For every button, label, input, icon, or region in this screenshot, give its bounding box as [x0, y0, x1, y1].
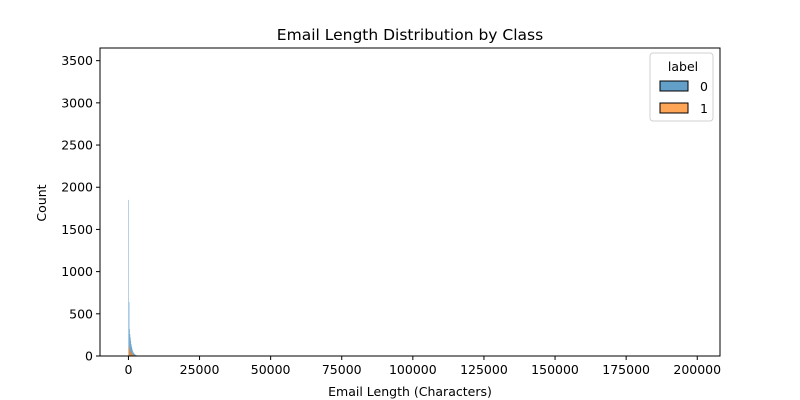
- bars-layer: [128, 199, 146, 356]
- bar-series-0-bin-2: [129, 328, 130, 356]
- bar-series-1-bin-0: [128, 345, 129, 356]
- x-tick-label-6: 150000: [531, 362, 579, 377]
- bar-series-0-bin-12: [133, 353, 135, 356]
- bar-series-0-bin-6: [131, 344, 132, 356]
- legend-swatch-1: [659, 102, 689, 114]
- x-axis-label: Email Length (Characters): [328, 384, 492, 399]
- bar-series-1-bin-3: [129, 349, 131, 356]
- x-tick-label-1: 25000: [180, 362, 220, 377]
- y-axis-label: Count: [34, 184, 49, 221]
- bar-series-1-bin-2: [129, 348, 130, 356]
- bar-series-0-bin-9: [132, 350, 133, 356]
- y-tick-label-6: 3000: [61, 95, 93, 110]
- x-tick-label-0: 0: [124, 362, 132, 377]
- bar-series-0-bin-0: [128, 199, 129, 356]
- x-tick-label-4: 100000: [389, 362, 437, 377]
- legend-title: label: [668, 59, 698, 74]
- y-tick-label-2: 1000: [61, 264, 93, 279]
- legend-label-0: 0: [700, 79, 708, 94]
- legend-swatch-0: [659, 80, 689, 92]
- y-tick-label-1: 500: [69, 306, 93, 321]
- x-tick-label-2: 50000: [251, 362, 291, 377]
- x-axis-ticks: 0 25000 50000 75000 100000 125000 150000 175000…: [124, 356, 721, 377]
- y-tick-label-0: 0: [85, 349, 93, 364]
- bar-series-1-bin-6: [131, 352, 132, 356]
- y-tick-label-4: 2000: [61, 180, 93, 195]
- bar-series-0-bin-7: [131, 346, 132, 356]
- chart-title: Email Length Distribution by Class: [277, 26, 543, 44]
- bar-series-1-bin-12: [133, 354, 135, 356]
- bar-series-0-bin-15: [134, 354, 136, 356]
- x-tick-label-5: 125000: [460, 362, 508, 377]
- legend-label-1: 1: [700, 101, 708, 116]
- legend: label 0 1: [649, 52, 714, 122]
- bar-series-1-bin-8: [131, 353, 133, 356]
- bar-series-0-bin-3: [129, 334, 131, 356]
- bar-series-0-bin-8: [131, 348, 133, 356]
- bar-series-1-bin-1: [128, 347, 130, 356]
- plot-area-frame: [99, 47, 721, 357]
- bar-series-1-bin-11: [133, 354, 134, 356]
- bar-series-1-bin-4: [130, 350, 131, 356]
- bar-series-0-bin-13: [133, 353, 135, 356]
- bar-series-0-bin-4: [130, 337, 131, 356]
- bar-series-0-bin-11: [133, 352, 134, 356]
- bar-series-0-bin-14: [134, 354, 135, 356]
- bar-series-0-bin-5: [130, 340, 132, 356]
- x-tick-label-8: 200000: [673, 362, 721, 377]
- y-axis-ticks: 0 500 1000 1500 2000 2500 3000 3500: [61, 53, 100, 364]
- bar-series-1-bin-7: [131, 352, 132, 356]
- bar-series-1-bin-10: [132, 354, 134, 356]
- bar-series-1-bin-9: [132, 353, 133, 356]
- y-tick-label-3: 1500: [61, 222, 93, 237]
- bar-series-1-bin-5: [130, 351, 132, 356]
- x-tick-label-3: 75000: [322, 362, 362, 377]
- y-tick-label-5: 2500: [61, 138, 93, 153]
- y-tick-label-7: 3500: [61, 53, 93, 68]
- x-tick-label-7: 175000: [602, 362, 650, 377]
- bar-series-0-bin-10: [132, 351, 134, 356]
- bar-series-0-bin-1: [128, 301, 130, 356]
- bar-series-0-bin-16: [135, 354, 136, 356]
